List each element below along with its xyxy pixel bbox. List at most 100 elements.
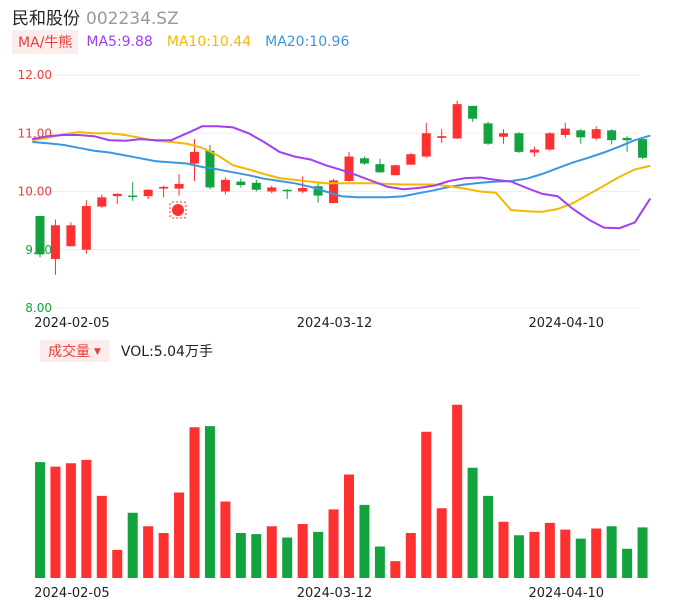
candle-body: [468, 105, 478, 119]
volume-date-tick: 2024-04-10: [529, 586, 605, 601]
stock-title: 民和股份 002234.SZ: [12, 4, 179, 29]
volume-bar: [50, 466, 61, 578]
candle-body: [112, 193, 122, 197]
volume-bar: [544, 522, 555, 578]
volume-date-tick: 2024-03-12: [297, 586, 373, 601]
volume-bar: [344, 474, 354, 578]
volume-bar: [220, 501, 231, 578]
candle: [50, 219, 60, 275]
ma20-line: [32, 134, 651, 199]
ma10-line: [32, 131, 651, 213]
candle-body: [421, 133, 431, 157]
volume-bar: [606, 526, 617, 578]
candle-body: [437, 136, 447, 138]
candle-body: [529, 149, 539, 153]
candle: [97, 194, 107, 208]
volume-bar: [467, 467, 478, 578]
price-date-tick: 2024-04-10: [529, 316, 605, 331]
candle: [591, 126, 601, 141]
candle-body: [66, 225, 76, 247]
volume-bar: [591, 528, 602, 578]
volume-bar: [452, 404, 463, 578]
ma-legend: MA/牛熊 MA5:9.88 MA10:10.44 MA20:10.96: [12, 30, 363, 54]
volume-bar: [313, 531, 324, 578]
stock-name: 民和股份: [12, 9, 80, 29]
candle-body: [174, 183, 184, 189]
volume-bar: [189, 427, 200, 578]
candle: [529, 146, 539, 157]
volume-bar: [405, 533, 416, 578]
candle: [112, 193, 122, 204]
event-marker-frame: [169, 201, 187, 219]
candle-body: [81, 206, 91, 250]
ma10-legend: MA10:10.44: [166, 34, 252, 50]
candle: [468, 105, 478, 122]
candle: [638, 137, 648, 159]
candle: [514, 132, 524, 154]
volume-bar: [297, 524, 308, 578]
candle-body: [390, 165, 400, 176]
candle-body: [359, 158, 369, 164]
candle-body: [638, 139, 648, 158]
candle-body: [251, 182, 261, 190]
volume-bar: [282, 537, 293, 578]
candle-body: [483, 123, 493, 144]
candle-body: [452, 104, 462, 139]
stock-code: 002234.SZ: [86, 9, 179, 29]
candle-body: [220, 179, 230, 192]
volume-bar: [390, 561, 401, 578]
candle-body: [344, 156, 354, 182]
price-date-tick: 2024-03-12: [297, 316, 373, 331]
candle: [128, 182, 138, 201]
volume-bar: [575, 538, 586, 578]
candle: [359, 156, 369, 165]
volume-bar: [35, 462, 45, 578]
candle-body: [329, 180, 339, 204]
volume-bar: [328, 509, 339, 578]
candle: [267, 185, 277, 194]
candle: [313, 182, 323, 203]
volume-indicator-button[interactable]: 成交量 ▼: [40, 340, 109, 362]
candle: [236, 178, 246, 188]
candle: [390, 164, 400, 176]
candle: [174, 174, 184, 196]
candle-body: [406, 154, 416, 165]
price-date-tick: 2024-02-05: [34, 316, 110, 331]
candle: [576, 129, 586, 144]
candle-body: [576, 130, 586, 138]
candle: [220, 177, 230, 195]
volume-bar: [483, 495, 494, 578]
volume-bar: [359, 504, 370, 578]
volume-legend: 成交量 ▼ VOL:5.04万手: [40, 340, 213, 362]
candle-body: [128, 195, 138, 198]
candle-body: [159, 186, 169, 189]
candle: [437, 129, 447, 144]
volume-bar: [622, 548, 633, 578]
candle-body: [50, 225, 60, 260]
ma5-legend: MA5:9.88: [86, 34, 153, 50]
candle: [607, 129, 617, 145]
volume-bar: [529, 531, 540, 578]
ma20-legend: MA20:10.96: [265, 34, 350, 50]
candle-body: [514, 133, 524, 152]
candle-body: [298, 188, 308, 192]
volume-badge-label: 成交量: [48, 344, 90, 360]
volume-bar: [81, 459, 92, 578]
volume-date-tick: 2024-02-05: [34, 586, 110, 601]
candle-body: [560, 128, 570, 135]
volume-bar: [266, 526, 277, 578]
candle-body: [622, 137, 632, 141]
volume-bar: [143, 526, 154, 578]
candle-body: [313, 186, 323, 196]
volume-value: VOL:5.04万手: [120, 344, 213, 360]
price-axis-tick: 10.00: [18, 185, 52, 199]
ma-mode-button[interactable]: MA/牛熊: [12, 30, 79, 54]
candle-body: [267, 187, 277, 192]
candle: [159, 185, 169, 198]
candle: [344, 151, 354, 182]
volume-bar: [374, 546, 385, 578]
candle: [143, 189, 153, 200]
event-marker-dot: [172, 204, 184, 216]
candle: [282, 189, 292, 200]
